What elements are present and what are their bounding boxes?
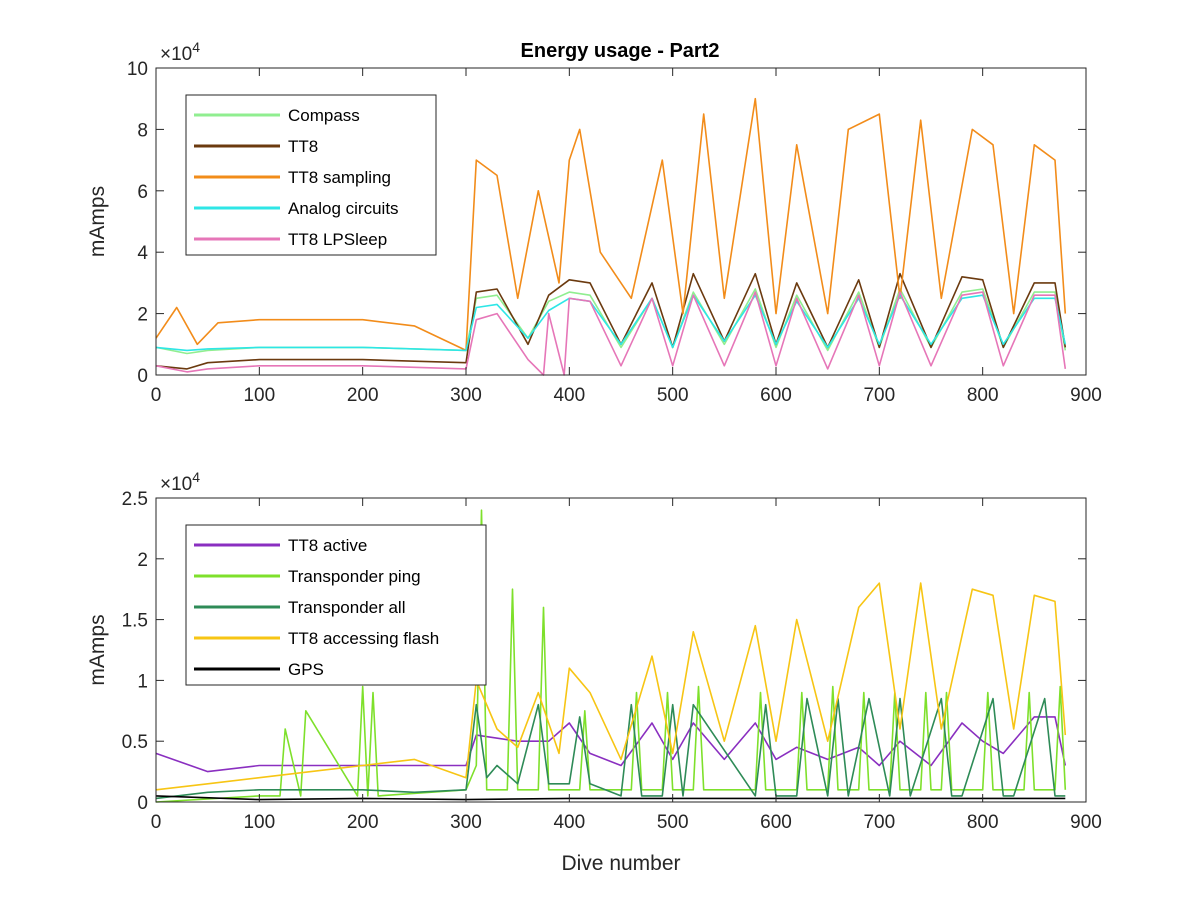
- series-group: [155, 509, 1067, 803]
- y-tick-label: 2.5: [122, 489, 148, 510]
- energy-chart-bottom: 0 100 200 300 400 500 600 700 800 900 0 0.5 1 1.5 2 2.5…: [86, 469, 1102, 875]
- y-tick-label: 1: [137, 671, 148, 692]
- y-tick-label: 4: [137, 243, 148, 264]
- legend-label-tt8-accessing-flash: TT8 accessing flash: [288, 629, 439, 648]
- x-tick-label: 800: [967, 812, 999, 833]
- x-tick-label: 100: [243, 812, 275, 833]
- y-axis-label: mAmps: [86, 186, 109, 257]
- legend: TT8 active Transponder ping Transponder al…: [185, 524, 487, 686]
- y-tick-label: 2: [137, 305, 148, 326]
- figure-title: Energy usage - Part2: [521, 40, 720, 62]
- y-tick-label: 0: [137, 366, 148, 387]
- x-tick-label: 700: [863, 385, 895, 406]
- x-tick-label: 900: [1070, 385, 1102, 406]
- x-tick-label: 600: [760, 385, 792, 406]
- y-tick-label: 0: [137, 793, 148, 814]
- series-line-tt8-accessing-flash: [155, 582, 1067, 791]
- x-tick-label: 900: [1070, 812, 1102, 833]
- axes-frame: [155, 67, 1087, 376]
- y-tick-label: 2: [137, 550, 148, 571]
- legend-label-tt8-lpsleep: TT8 LPSleep: [288, 230, 387, 249]
- y-exponent-label: ×104: [160, 39, 200, 65]
- series-line-tt8-sampling: [155, 97, 1067, 352]
- legend-label-analog-circuits: Analog circuits: [288, 199, 399, 218]
- x-tick-label: 200: [347, 812, 379, 833]
- series-line-gps: [155, 795, 1066, 801]
- x-tick-label: 700: [863, 812, 895, 833]
- legend-label-tt8-sampling: TT8 sampling: [288, 168, 391, 187]
- x-tick-label: 600: [760, 812, 792, 833]
- y-tick-label: 1.5: [122, 611, 148, 632]
- series-group: [155, 97, 1067, 376]
- x-tick-label: 300: [450, 385, 482, 406]
- legend-label-transponder-ping: Transponder ping: [288, 567, 421, 586]
- series-line-transponder-all: [155, 697, 1066, 800]
- y-tick-label: 8: [137, 120, 148, 141]
- legend: Compass TT8 TT8 sampling Analog circuits TT8…: [185, 94, 437, 256]
- y-tick-label: 10: [127, 59, 148, 80]
- x-tick-label: 0: [151, 385, 162, 406]
- legend-label-transponder-all: Transponder all: [288, 598, 406, 617]
- legend-label-tt8: TT8: [288, 137, 318, 156]
- x-tick-label: 0: [151, 812, 162, 833]
- x-tick-label: 400: [553, 812, 585, 833]
- y-tick-label: 6: [137, 182, 148, 203]
- x-axis-label: Dive number: [561, 852, 680, 875]
- x-tick-label: 800: [967, 385, 999, 406]
- legend-label-gps: GPS: [288, 660, 324, 679]
- x-tick-label: 500: [657, 812, 689, 833]
- legend-box: [185, 94, 437, 256]
- x-tick-label: 100: [243, 385, 275, 406]
- energy-chart-top: 0 100 200 300 400 500 600 700 800 900 0 2 4 6 8 10 ×104 m…: [86, 39, 1102, 406]
- series-line-tt8-lpsleep: [155, 291, 1067, 376]
- axes-frame: [155, 497, 1087, 803]
- legend-box: [185, 524, 487, 686]
- x-tick-label: 200: [347, 385, 379, 406]
- y-exponent-label: ×104: [160, 469, 200, 495]
- x-tick-label: 500: [657, 385, 689, 406]
- legend-label-compass: Compass: [288, 106, 360, 125]
- legend-label-tt8-active: TT8 active: [288, 536, 367, 555]
- series-line-analog-circuits: [155, 294, 1067, 352]
- x-tick-label: 400: [553, 385, 585, 406]
- y-tick-label: 0.5: [122, 732, 148, 753]
- series-line-tt8-active: [155, 716, 1067, 773]
- y-axis-label: mAmps: [86, 614, 109, 685]
- x-tick-label: 300: [450, 812, 482, 833]
